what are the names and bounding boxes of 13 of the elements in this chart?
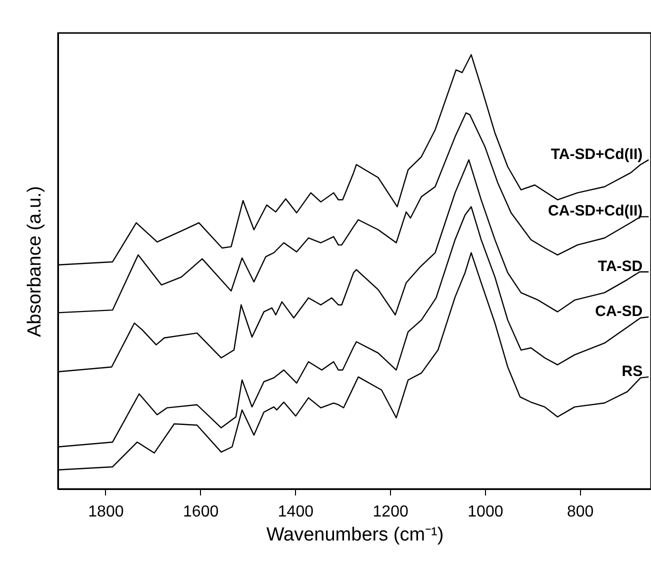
y-axis-title: Absorbance (a.u.) xyxy=(24,186,46,338)
series-label: TA-SD xyxy=(598,258,643,275)
x-tick-label: 1000 xyxy=(468,504,504,520)
x-tick-label: 1200 xyxy=(372,504,408,520)
x-tick-label: 1600 xyxy=(183,504,219,520)
series-label: TA-SD+Cd(II) xyxy=(550,146,643,163)
x-tick-label: 800 xyxy=(566,504,594,520)
series-label: CA-SD xyxy=(595,303,643,320)
series-label: RS xyxy=(622,362,643,380)
x-axis-title: Wavenumbers (cm⁻¹) xyxy=(266,524,444,546)
series-label: CA-SD+Cd(II) xyxy=(548,202,643,220)
x-tick-label: 1400 xyxy=(278,504,314,520)
x-tick-label: 1800 xyxy=(88,504,124,520)
